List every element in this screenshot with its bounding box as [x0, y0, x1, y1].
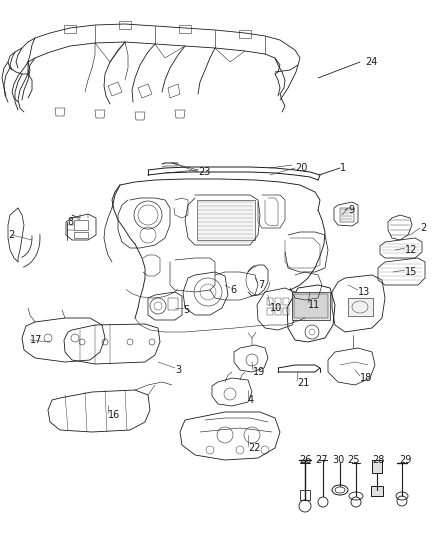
Bar	[74, 220, 88, 230]
Bar	[348, 298, 373, 316]
Text: 5: 5	[183, 305, 189, 315]
Text: 27: 27	[316, 455, 328, 465]
Text: 12: 12	[405, 245, 417, 255]
Bar	[267, 298, 273, 305]
Bar	[74, 232, 88, 238]
Text: 4: 4	[248, 395, 254, 405]
Text: 28: 28	[372, 455, 384, 465]
Text: 23: 23	[198, 167, 210, 177]
Text: 30: 30	[332, 455, 344, 465]
Bar	[292, 292, 330, 320]
Bar	[275, 298, 281, 305]
Text: 2: 2	[420, 223, 426, 233]
Text: 29: 29	[399, 455, 411, 465]
Text: 21: 21	[297, 378, 309, 388]
Text: 26: 26	[299, 455, 311, 465]
Text: 7: 7	[258, 280, 264, 290]
Text: 2: 2	[8, 230, 14, 240]
Bar	[283, 308, 289, 315]
Text: 22: 22	[248, 443, 261, 453]
Text: 24: 24	[365, 57, 378, 67]
Text: 19: 19	[253, 367, 265, 377]
Bar	[275, 308, 281, 315]
Text: 18: 18	[360, 373, 372, 383]
Text: 3: 3	[175, 365, 181, 375]
Text: 13: 13	[358, 287, 370, 297]
Text: 10: 10	[270, 303, 282, 313]
Bar	[168, 298, 178, 310]
Text: 16: 16	[108, 410, 120, 420]
Bar	[267, 308, 273, 315]
Text: 15: 15	[405, 267, 417, 277]
Bar	[197, 200, 255, 240]
Text: 11: 11	[308, 300, 320, 310]
Text: 25: 25	[347, 455, 359, 465]
Bar	[283, 298, 289, 305]
Text: 8: 8	[67, 217, 73, 227]
Polygon shape	[371, 486, 383, 496]
Text: 9: 9	[348, 205, 354, 215]
Text: 1: 1	[340, 163, 346, 173]
Polygon shape	[372, 460, 382, 473]
Text: 6: 6	[230, 285, 236, 295]
Text: 20: 20	[295, 163, 307, 173]
Bar	[294, 294, 328, 318]
Text: 17: 17	[30, 335, 42, 345]
Bar	[340, 208, 354, 222]
